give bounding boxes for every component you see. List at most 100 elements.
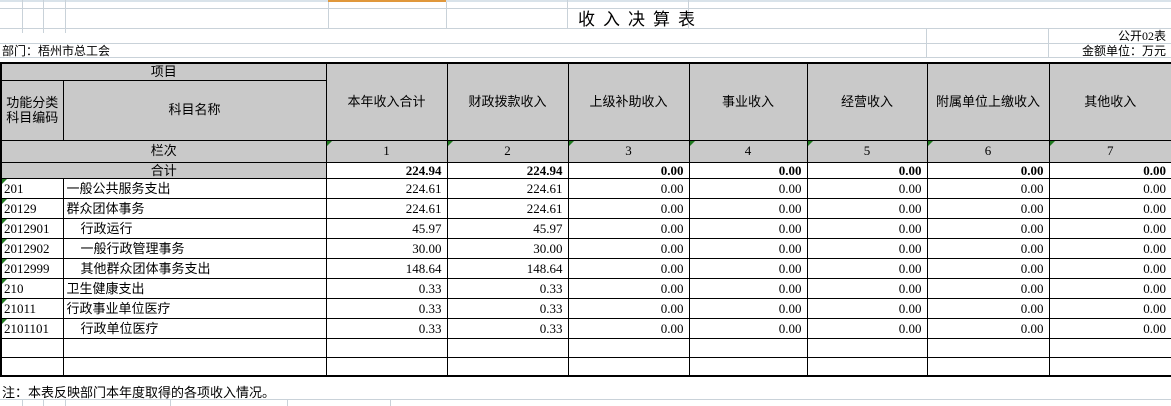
value-cell[interactable]: 30.00 xyxy=(446,238,569,260)
code-cell[interactable]: 2012901 xyxy=(0,218,64,240)
value-cell[interactable]: 0.00 xyxy=(926,218,1050,240)
value-cell[interactable]: 0.00 xyxy=(688,298,808,320)
column-number-cell[interactable]: 3 xyxy=(567,139,690,163)
value-cell[interactable]: 0.00 xyxy=(688,278,808,300)
lanci-label-cell[interactable]: 栏次 xyxy=(0,139,327,163)
column-number-cell[interactable]: 7 xyxy=(1048,139,1171,163)
empty-cell[interactable] xyxy=(62,357,327,377)
total-value-cell[interactable]: 224.94 xyxy=(325,161,448,180)
value-cell[interactable]: 0.00 xyxy=(1048,278,1171,300)
column-header[interactable]: 财政拨款收入 xyxy=(446,62,569,141)
empty-cell[interactable] xyxy=(688,357,808,377)
value-cell[interactable]: 0.00 xyxy=(567,218,690,240)
column-number-cell[interactable]: 1 xyxy=(325,139,448,163)
value-cell[interactable]: 0.00 xyxy=(567,318,690,340)
value-cell[interactable]: 45.97 xyxy=(325,218,448,240)
value-cell[interactable]: 0.00 xyxy=(806,218,928,240)
column-header[interactable]: 其他收入 xyxy=(1048,62,1171,141)
empty-cell[interactable] xyxy=(446,338,569,359)
empty-cell[interactable] xyxy=(1048,338,1171,359)
value-cell[interactable]: 0.00 xyxy=(1048,298,1171,320)
code-cell[interactable]: 2101101 xyxy=(0,318,64,340)
value-cell[interactable]: 0.00 xyxy=(688,178,808,200)
value-cell[interactable]: 0.33 xyxy=(325,318,448,340)
value-cell[interactable]: 0.00 xyxy=(1048,198,1171,220)
empty-cell[interactable] xyxy=(567,357,690,377)
value-cell[interactable]: 0.00 xyxy=(688,218,808,240)
value-cell[interactable]: 0.00 xyxy=(567,178,690,200)
name-cell[interactable]: 行政单位医疗 xyxy=(62,318,327,340)
column-header[interactable]: 本年收入合计 xyxy=(325,62,448,141)
empty-cell[interactable] xyxy=(688,338,808,359)
value-cell[interactable]: 224.61 xyxy=(446,178,569,200)
value-cell[interactable]: 148.64 xyxy=(325,258,448,280)
value-cell[interactable]: 0.00 xyxy=(567,258,690,280)
value-cell[interactable]: 45.97 xyxy=(446,218,569,240)
value-cell[interactable]: 0.00 xyxy=(1048,258,1171,280)
total-label-cell[interactable]: 合计 xyxy=(0,161,327,180)
code-cell[interactable]: 21011 xyxy=(0,298,64,320)
code-cell[interactable]: 210 xyxy=(0,278,64,300)
name-header-cell[interactable]: 科目名称 xyxy=(62,79,327,141)
code-cell[interactable]: 20129 xyxy=(0,198,64,220)
value-cell[interactable]: 148.64 xyxy=(446,258,569,280)
empty-cell[interactable] xyxy=(567,338,690,359)
name-cell[interactable]: 卫生健康支出 xyxy=(62,278,327,300)
name-cell[interactable]: 群众团体事务 xyxy=(62,198,327,220)
value-cell[interactable]: 0.00 xyxy=(1048,238,1171,260)
value-cell[interactable]: 0.00 xyxy=(806,298,928,320)
empty-cell[interactable] xyxy=(446,357,569,377)
empty-cell[interactable] xyxy=(806,357,928,377)
value-cell[interactable]: 224.61 xyxy=(325,198,448,220)
empty-cell[interactable] xyxy=(806,338,928,359)
value-cell[interactable]: 0.00 xyxy=(1048,178,1171,200)
value-cell[interactable]: 0.00 xyxy=(806,318,928,340)
column-number-cell[interactable]: 6 xyxy=(926,139,1050,163)
code-cell[interactable]: 201 xyxy=(0,178,64,200)
value-cell[interactable]: 0.00 xyxy=(688,198,808,220)
column-number-cell[interactable]: 4 xyxy=(688,139,808,163)
value-cell[interactable]: 224.61 xyxy=(446,198,569,220)
total-value-cell[interactable]: 0.00 xyxy=(926,161,1050,180)
value-cell[interactable]: 0.00 xyxy=(806,238,928,260)
column-header[interactable]: 事业收入 xyxy=(688,62,808,141)
name-cell[interactable]: 一般公共服务支出 xyxy=(62,178,327,200)
value-cell[interactable]: 0.00 xyxy=(688,238,808,260)
column-header[interactable]: 上级补助收入 xyxy=(567,62,690,141)
code-cell[interactable]: 2012999 xyxy=(0,258,64,280)
value-cell[interactable]: 0.00 xyxy=(926,298,1050,320)
code-cell[interactable]: 2012902 xyxy=(0,238,64,260)
total-value-cell[interactable]: 0.00 xyxy=(1048,161,1171,180)
value-cell[interactable]: 0.00 xyxy=(926,278,1050,300)
value-cell[interactable]: 0.00 xyxy=(567,278,690,300)
value-cell[interactable]: 0.00 xyxy=(806,258,928,280)
column-number-cell[interactable]: 5 xyxy=(806,139,928,163)
empty-cell[interactable] xyxy=(325,357,448,377)
column-header[interactable]: 经营收入 xyxy=(806,62,928,141)
empty-cell[interactable] xyxy=(926,357,1050,377)
value-cell[interactable]: 30.00 xyxy=(325,238,448,260)
empty-cell[interactable] xyxy=(1048,357,1171,377)
value-cell[interactable]: 0.00 xyxy=(926,258,1050,280)
empty-cell[interactable] xyxy=(0,357,64,377)
total-value-cell[interactable]: 0.00 xyxy=(688,161,808,180)
code-header-cell[interactable]: 功能分类科目编码 xyxy=(0,79,64,141)
value-cell[interactable]: 0.00 xyxy=(806,198,928,220)
value-cell[interactable]: 0.00 xyxy=(688,318,808,340)
name-cell[interactable]: 其他群众团体事务支出 xyxy=(62,258,327,280)
value-cell[interactable]: 224.61 xyxy=(325,178,448,200)
empty-cell[interactable] xyxy=(325,338,448,359)
value-cell[interactable]: 0.33 xyxy=(325,278,448,300)
column-header[interactable]: 附属单位上缴收入 xyxy=(926,62,1050,141)
value-cell[interactable]: 0.00 xyxy=(567,238,690,260)
name-cell[interactable]: 一般行政管理事务 xyxy=(62,238,327,260)
total-value-cell[interactable]: 224.94 xyxy=(446,161,569,180)
value-cell[interactable]: 0.00 xyxy=(926,318,1050,340)
empty-cell[interactable] xyxy=(926,338,1050,359)
column-number-cell[interactable]: 2 xyxy=(446,139,569,163)
total-value-cell[interactable]: 0.00 xyxy=(567,161,690,180)
value-cell[interactable]: 0.00 xyxy=(1048,218,1171,240)
value-cell[interactable]: 0.00 xyxy=(926,178,1050,200)
value-cell[interactable]: 0.00 xyxy=(926,238,1050,260)
value-cell[interactable]: 0.00 xyxy=(567,198,690,220)
